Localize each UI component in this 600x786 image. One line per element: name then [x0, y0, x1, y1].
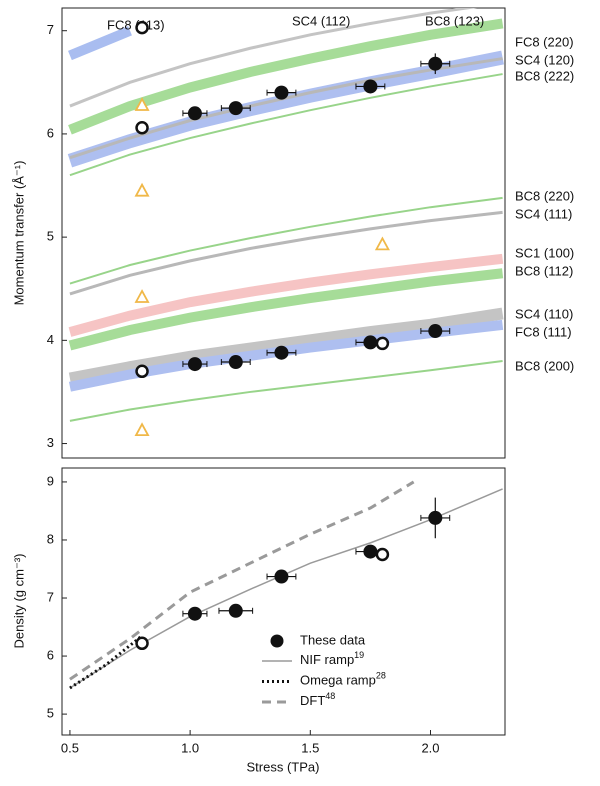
- curve: [68, 268, 504, 351]
- y-tick-label: 6: [47, 125, 54, 140]
- y-tick-label: 5: [47, 706, 54, 721]
- curve: [69, 359, 503, 422]
- curve-label: SC1 (100): [515, 245, 574, 260]
- curve-label: BC8 (222): [515, 68, 574, 83]
- curve: [69, 73, 503, 177]
- data-point: [428, 56, 443, 71]
- triangle-point: [134, 97, 150, 111]
- data-point: [274, 85, 289, 100]
- open-point: [375, 547, 390, 562]
- legend-ref: 48: [325, 691, 335, 701]
- bottom-panel-frame: [61, 467, 506, 736]
- x-tick-label: 2.0: [421, 740, 439, 755]
- legend-ref: 28: [376, 671, 386, 681]
- data-point: [187, 606, 202, 621]
- data-point: [428, 510, 443, 525]
- legend-ref: 19: [354, 650, 364, 660]
- data-point: [228, 355, 243, 370]
- legend-label: NIF ramp19: [300, 650, 364, 667]
- data-point: [428, 324, 443, 339]
- data-point: [274, 569, 289, 584]
- legend-swatch: [270, 634, 284, 648]
- triangle-point: [134, 289, 150, 303]
- curve-label: BC8 (112): [515, 263, 573, 278]
- y-axis-label: Momentum transfer (Å⁻¹): [11, 161, 26, 306]
- x-tick-label: 0.5: [61, 740, 79, 755]
- data-point: [363, 335, 378, 350]
- curve: [69, 196, 503, 285]
- curve: [68, 26, 132, 61]
- open-point: [135, 120, 149, 135]
- y-tick-label: 3: [47, 435, 54, 450]
- legend-label: These data: [300, 632, 366, 647]
- open-point: [135, 20, 149, 35]
- curve-label: SC4 (120): [515, 52, 574, 67]
- y-tick-label: 9: [47, 473, 54, 488]
- curve: [69, 8, 478, 108]
- triangle-point: [134, 422, 150, 437]
- legend-label: Omega ramp28: [300, 671, 386, 688]
- data-point: [228, 101, 243, 116]
- curve-label: BC8 (200): [515, 358, 574, 373]
- curve: [67, 50, 504, 168]
- y-tick-label: 5: [47, 229, 54, 244]
- data-point: [363, 544, 378, 559]
- data-point: [274, 345, 289, 360]
- legend-name: DFT: [300, 693, 325, 708]
- x-tick-label: 1.5: [301, 740, 319, 755]
- open-point: [375, 336, 390, 351]
- data-point: [187, 357, 202, 372]
- curve-label: BC8 (123): [425, 13, 484, 28]
- curve-label: FC8 (220): [515, 34, 574, 49]
- x-axis-label: Stress (TPa): [247, 759, 320, 774]
- y-tick-label: 7: [47, 22, 54, 37]
- curve-label: SC4 (110): [515, 306, 573, 321]
- curve-label: SC4 (112): [292, 13, 350, 28]
- y-tick-label: 4: [47, 332, 54, 347]
- curve: [68, 253, 504, 337]
- y-tick-label: 7: [47, 589, 54, 604]
- data-point: [363, 79, 378, 94]
- data-point: [228, 603, 243, 618]
- legend-name: NIF ramp: [300, 652, 354, 667]
- curve-label: BC8 (220): [515, 188, 574, 203]
- open-point: [135, 364, 149, 379]
- x-tick-label: 1.0: [181, 740, 199, 755]
- top-panel-frame: [61, 7, 506, 459]
- legend-name: Omega ramp: [300, 673, 376, 688]
- y-tick-label: 6: [47, 647, 54, 662]
- open-point: [135, 636, 149, 651]
- curve: [69, 210, 503, 296]
- legend-label: DFT48: [300, 691, 335, 708]
- curve-label: FC8 (113): [107, 17, 165, 32]
- curve-label: FC8 (111): [515, 324, 572, 339]
- triangle-point: [374, 236, 390, 251]
- curve-label: SC4 (111): [515, 206, 572, 221]
- y-tick-label: 8: [47, 531, 54, 546]
- triangle-point: [134, 182, 150, 197]
- y-axis-label: Density (g cm⁻³): [11, 554, 26, 649]
- data-point: [187, 106, 202, 121]
- curve: [69, 480, 415, 681]
- curve: [69, 634, 143, 690]
